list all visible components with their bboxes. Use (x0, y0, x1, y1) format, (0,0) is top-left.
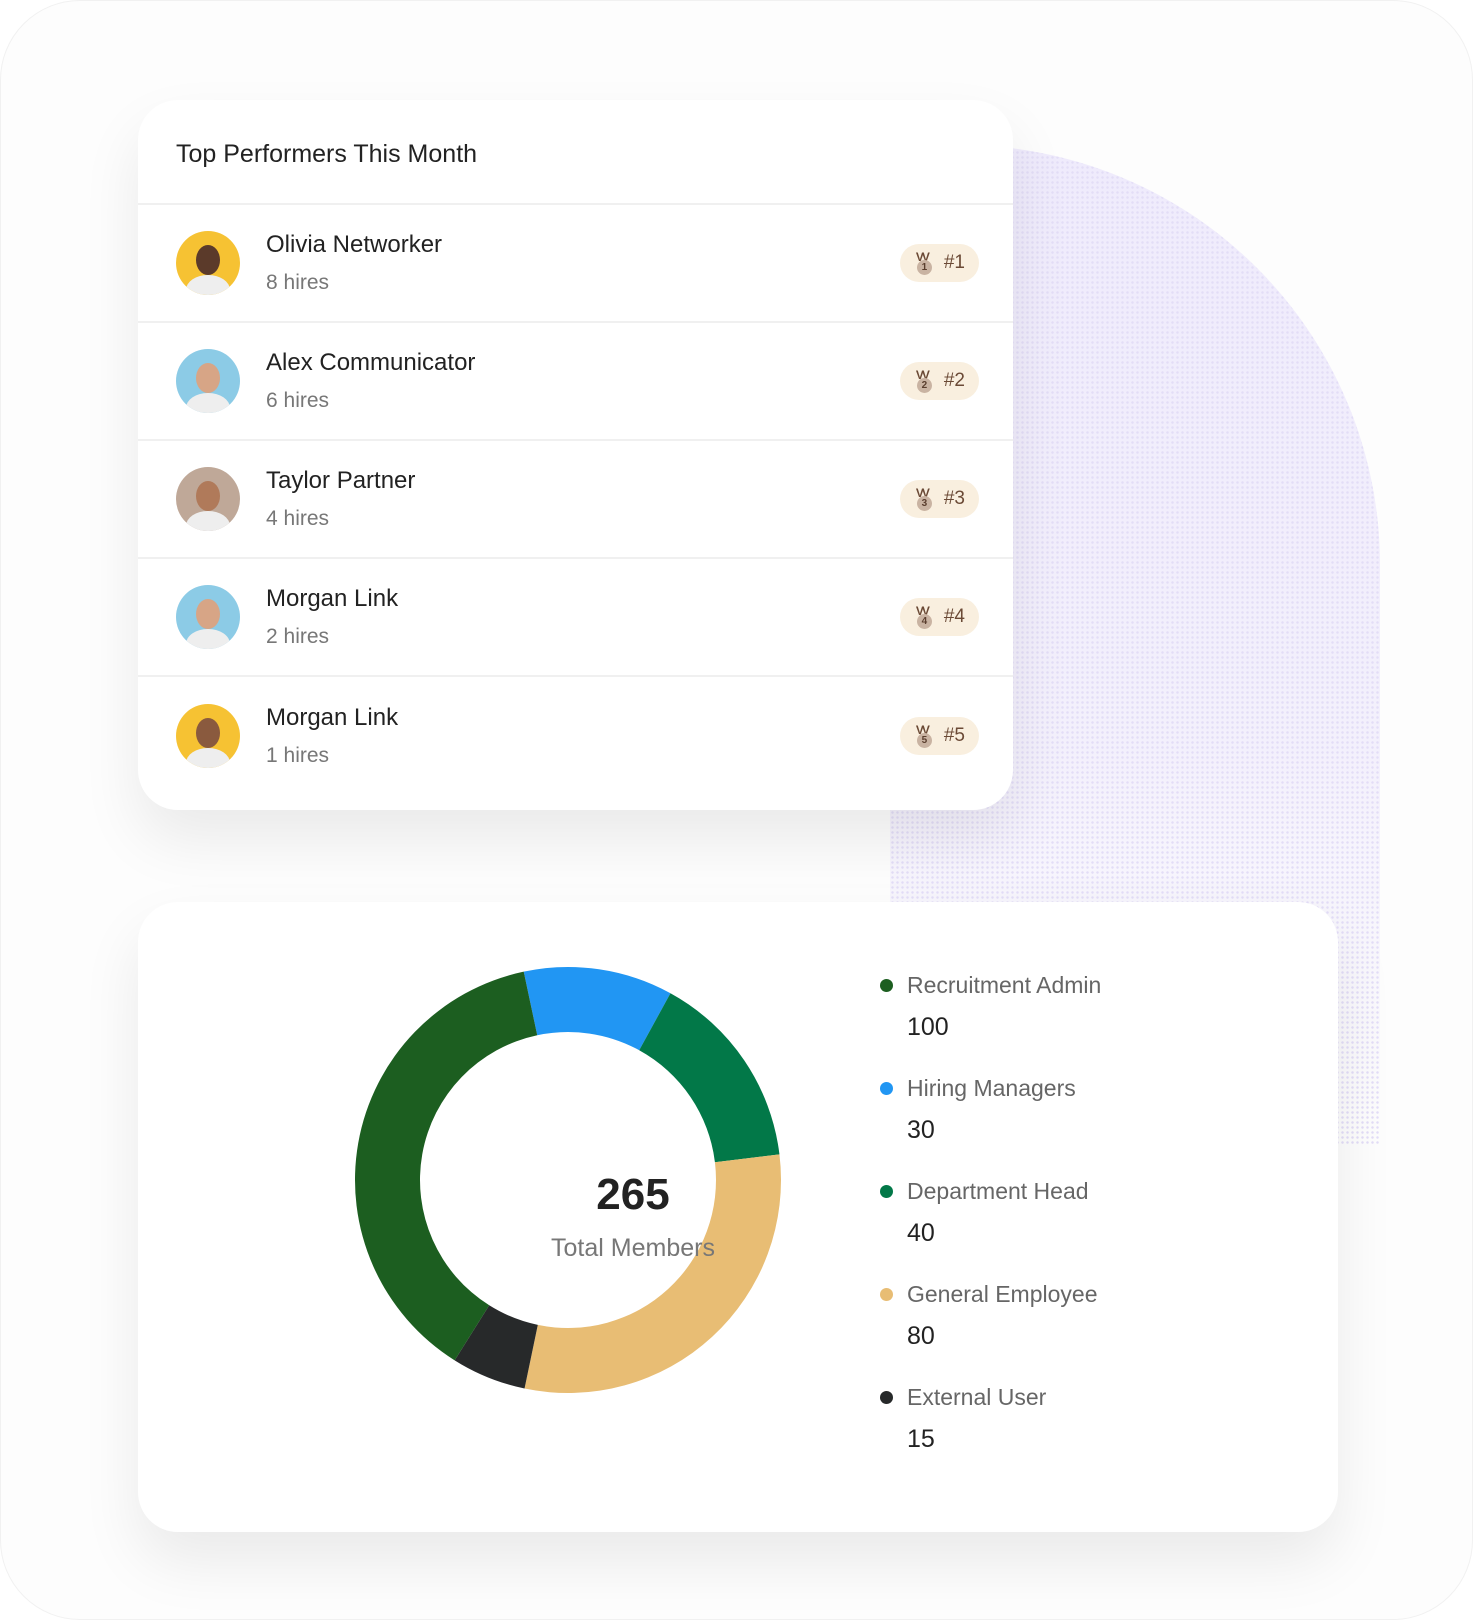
card-title: Top Performers This Month (138, 100, 1013, 205)
legend-dot (880, 1391, 893, 1404)
rank-label: #4 (943, 606, 965, 627)
legend-item: General Employee 80 (880, 1281, 1101, 1384)
performer-name: Morgan Link (266, 704, 399, 731)
performer-hires: 2 hires (266, 625, 330, 648)
avatar-body (186, 748, 230, 768)
total-value: 265 (596, 1170, 670, 1219)
members-chart-card: 265 Total Members Recruitment Admin 100 Hi… (138, 902, 1338, 1532)
rank-badge: VV 3 #3 (899, 480, 979, 518)
donut-slice-department-head[interactable] (639, 993, 780, 1163)
avatar-head (196, 363, 220, 393)
performer-row[interactable]: Taylor Partner 4 hires VV 3 #3 (138, 441, 1013, 559)
avatar (176, 585, 240, 649)
donut-slice-recruitment-admin[interactable] (354, 971, 538, 1361)
performer-row[interactable]: Olivia Networker 8 hires VV 1 #1 (138, 205, 1013, 323)
performer-hires: 4 hires (266, 507, 330, 530)
avatar-head (196, 481, 220, 511)
legend-value: 40 (907, 1219, 935, 1247)
donut-slice-general-employee[interactable] (524, 1154, 781, 1393)
legend-item: Hiring Managers 30 (880, 1075, 1101, 1178)
legend-value: 15 (907, 1425, 935, 1453)
legend-label: Recruitment Admin (907, 972, 1102, 998)
rank-label: #3 (943, 488, 965, 509)
avatar-head (196, 245, 220, 275)
performer-name: Alex Communicator (266, 349, 476, 376)
avatar (176, 704, 240, 768)
legend-dot (880, 979, 893, 992)
avatar-body (186, 629, 230, 649)
legend-dot (880, 1288, 893, 1301)
performer-row[interactable]: Alex Communicator 6 hires VV 2 #2 (138, 323, 1013, 441)
avatar (176, 231, 240, 295)
legend-value: 80 (907, 1322, 935, 1350)
medal-number: 1 (916, 260, 932, 275)
avatar-body (186, 511, 230, 531)
rank-badge: VV 2 #2 (899, 362, 979, 400)
legend-value: 30 (907, 1116, 935, 1144)
rank-badge: VV 5 #5 (899, 717, 979, 755)
performer-info: Taylor Partner 4 hires (266, 467, 900, 531)
legend-item: Department Head 40 (880, 1178, 1101, 1281)
medal-number: 5 (916, 733, 932, 748)
medal-icon: VV 2 (914, 368, 934, 394)
legend-label: External User (907, 1384, 1047, 1410)
medal-icon: VV 3 (914, 486, 934, 512)
donut-slice-hiring-managers[interactable] (523, 967, 671, 1051)
performer-info: Morgan Link 2 hires (266, 585, 900, 649)
chart-legend: Recruitment Admin 100 Hiring Managers 30 Dep… (880, 972, 1101, 1487)
total-label: Total Members (551, 1234, 715, 1262)
performer-info: Morgan Link 1 hires (266, 704, 900, 768)
legend-label: General Employee (907, 1281, 1098, 1307)
top-performers-card: Top Performers This Month Olivia Network… (138, 100, 1013, 810)
rank-badge: VV 4 #4 (899, 598, 979, 636)
performer-name: Taylor Partner (266, 467, 416, 494)
performer-info: Alex Communicator 6 hires (266, 349, 900, 413)
performer-hires: 8 hires (266, 271, 330, 294)
medal-icon: VV 1 (914, 250, 934, 276)
performer-info: Olivia Networker 8 hires (266, 231, 900, 295)
avatar-head (196, 718, 220, 748)
medal-number: 3 (916, 496, 932, 511)
avatar (176, 349, 240, 413)
rank-label: #2 (943, 370, 965, 391)
performer-hires: 6 hires (266, 389, 330, 412)
medal-number: 4 (916, 614, 932, 629)
rank-badge: VV 1 #1 (899, 244, 979, 282)
legend-item: External User 15 (880, 1384, 1101, 1487)
medal-icon: VV 4 (914, 604, 934, 630)
legend-label: Department Head (907, 1178, 1089, 1204)
performer-name: Morgan Link (266, 585, 399, 612)
performer-hires: 1 hires (266, 744, 330, 767)
avatar-head (196, 599, 220, 629)
legend-item: Recruitment Admin 100 (880, 972, 1101, 1075)
donut-chart (354, 967, 781, 1393)
rank-label: #1 (943, 252, 965, 273)
legend-label: Hiring Managers (907, 1075, 1076, 1101)
medal-number: 2 (916, 378, 932, 393)
performer-name: Olivia Networker (266, 231, 443, 258)
avatar (176, 467, 240, 531)
avatar-body (186, 275, 230, 295)
performer-row[interactable]: Morgan Link 1 hires VV 5 #5 (138, 677, 1013, 795)
legend-value: 100 (907, 1013, 949, 1041)
avatar-body (186, 393, 230, 413)
legend-dot (880, 1082, 893, 1095)
rank-label: #5 (943, 725, 965, 746)
donut-center: 265 Total Members (508, 1170, 758, 1263)
donut-slice-external-user[interactable] (454, 1305, 538, 1389)
legend-dot (880, 1185, 893, 1198)
medal-icon: VV 5 (914, 723, 934, 749)
performer-row[interactable]: Morgan Link 2 hires VV 4 #4 (138, 559, 1013, 677)
